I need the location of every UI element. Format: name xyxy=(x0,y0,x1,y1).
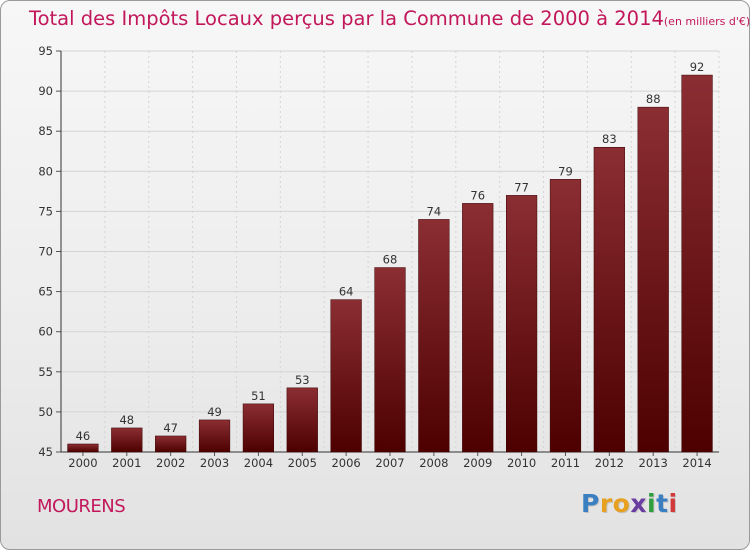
bar-2010 xyxy=(505,195,538,453)
y-tick-label: 90 xyxy=(38,84,53,98)
y-tick-label: 75 xyxy=(38,204,53,218)
logo-letter: o xyxy=(612,489,631,518)
bar-2012 xyxy=(593,146,625,453)
y-tick-label: 85 xyxy=(38,124,53,138)
data-label-2003: 49 xyxy=(207,405,222,419)
bar-2009 xyxy=(462,203,494,453)
data-label-2014: 92 xyxy=(690,60,705,74)
x-tick-label-2000: 2000 xyxy=(68,456,97,470)
logo-letter: r xyxy=(599,489,613,518)
data-label-2001: 48 xyxy=(119,413,134,427)
bar-2007 xyxy=(374,267,406,453)
data-label-2010: 77 xyxy=(514,180,529,194)
chart-title-main: Total des Impôts Locaux perçus par la Co… xyxy=(29,7,664,30)
x-tick-label-2008: 2008 xyxy=(419,456,448,470)
data-labels: 46 48 47 49 51 53 64 68 74 76 77 79 83 88 92 xyxy=(76,60,705,443)
x-tick-label-2006: 2006 xyxy=(331,456,360,470)
y-tick-label: 70 xyxy=(38,245,53,259)
x-tick-label-2002: 2002 xyxy=(156,456,185,470)
x-tick-label-2003: 2003 xyxy=(200,456,229,470)
y-tick-label: 80 xyxy=(38,164,53,178)
chart-title: Total des Impôts Locaux perçus par la Co… xyxy=(29,7,750,30)
logo-letter: i xyxy=(647,489,657,518)
x-tick-label-2005: 2005 xyxy=(288,456,317,470)
data-label-2004: 51 xyxy=(251,389,266,403)
commune-name: MOURENS xyxy=(37,496,126,517)
data-label-2008: 74 xyxy=(427,204,442,218)
y-tick-label: 45 xyxy=(38,445,53,459)
y-tick-label: 60 xyxy=(38,325,53,339)
bars xyxy=(67,74,713,453)
data-label-2007: 68 xyxy=(383,253,398,267)
logo-letter: t xyxy=(656,489,669,518)
data-label-2002: 47 xyxy=(163,421,178,435)
x-tick-label-2012: 2012 xyxy=(595,456,624,470)
bar-2003 xyxy=(198,419,231,453)
bar-2002 xyxy=(155,435,187,453)
proxiti-logo[interactable]: Proxiti xyxy=(581,489,678,518)
data-label-2011: 79 xyxy=(558,164,573,178)
data-label-2009: 76 xyxy=(470,188,485,202)
bar-2004 xyxy=(242,403,275,453)
x-tick-label-2007: 2007 xyxy=(375,456,404,470)
bar-2011 xyxy=(549,179,582,453)
data-label-2005: 53 xyxy=(295,373,310,387)
logo-letter: i xyxy=(668,489,678,518)
x-tick-label-2010: 2010 xyxy=(507,456,536,470)
logo-letter: P xyxy=(581,489,600,518)
data-label-2013: 88 xyxy=(646,92,661,106)
data-label-2000: 46 xyxy=(76,429,91,443)
x-tick-label-2011: 2011 xyxy=(551,456,580,470)
x-tick-label-2014: 2014 xyxy=(682,456,711,470)
y-tick-label: 65 xyxy=(38,285,53,299)
x-tick-label-2013: 2013 xyxy=(639,456,668,470)
y-tick-label: 95 xyxy=(38,44,53,58)
bar-2013 xyxy=(637,106,669,453)
y-tick-label: 50 xyxy=(38,405,53,419)
x-tick-label-2004: 2004 xyxy=(244,456,273,470)
y-tick-label: 55 xyxy=(38,365,53,379)
bar-2000 xyxy=(67,443,99,453)
bar-2008 xyxy=(418,219,450,453)
bar-2001 xyxy=(111,427,143,453)
data-label-2006: 64 xyxy=(339,285,354,299)
x-tick-label-2001: 2001 xyxy=(112,456,141,470)
x-tick-label-2009: 2009 xyxy=(463,456,492,470)
bar-2006 xyxy=(330,299,362,453)
logo-letter: x xyxy=(630,489,647,518)
chart-title-unit: (en milliers d'€) xyxy=(663,15,750,28)
bar-2005 xyxy=(286,387,318,453)
data-label-2012: 83 xyxy=(602,132,617,146)
bar-2014 xyxy=(681,74,713,453)
